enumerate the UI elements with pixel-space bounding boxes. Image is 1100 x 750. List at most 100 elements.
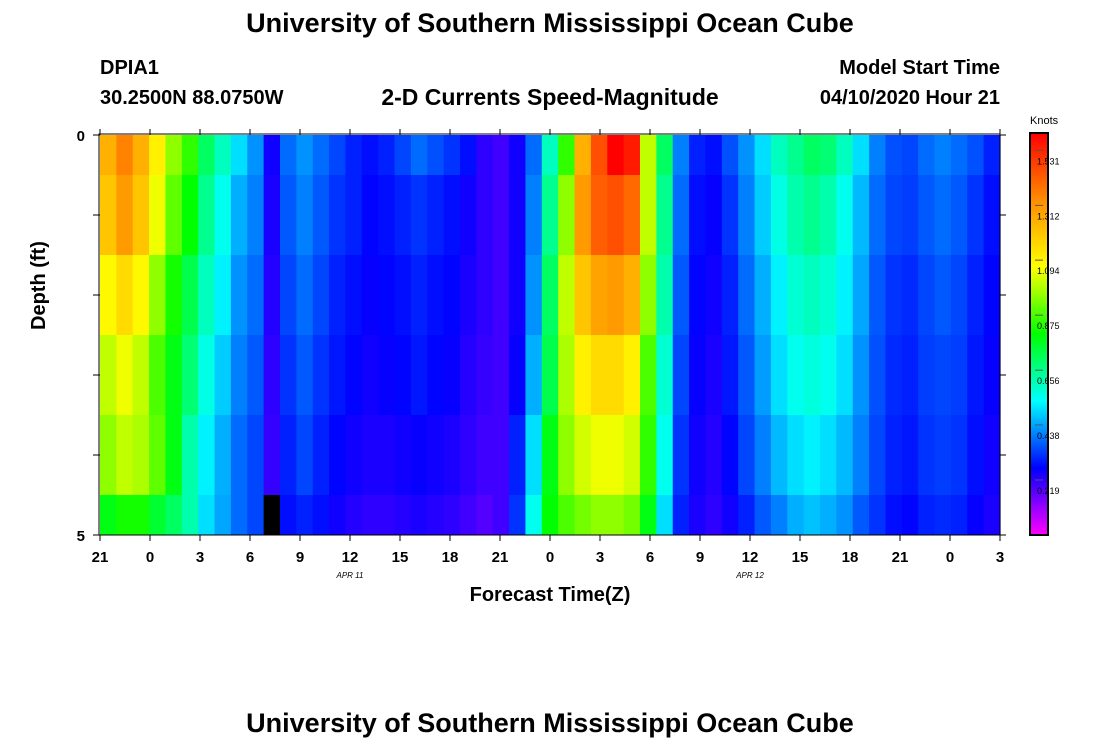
x-tick-label: 15 — [392, 549, 409, 566]
heatmap-cell — [640, 135, 657, 175]
colorbar-tick-label: 0.219 — [1037, 486, 1060, 496]
heatmap-cell — [885, 175, 903, 255]
heatmap-cell — [509, 415, 527, 495]
heatmap-cell — [934, 255, 952, 335]
heatmap-cell — [787, 135, 805, 175]
heatmap-cell — [689, 335, 707, 415]
heatmap-cell — [918, 495, 936, 535]
heatmap-cell — [165, 255, 183, 335]
heatmap-cell — [296, 495, 314, 535]
x-tick-label: 9 — [296, 549, 304, 566]
heatmap-cell — [247, 335, 265, 415]
heatmap-cell — [836, 255, 854, 335]
heatmap-cell — [689, 415, 707, 495]
heatmap-cell — [689, 175, 707, 255]
heatmap-cell — [541, 415, 559, 495]
heatmap-cell — [230, 135, 248, 175]
heatmap-cell — [410, 175, 428, 255]
heatmap-cell — [361, 495, 379, 535]
heatmap-cell — [427, 415, 445, 495]
heatmap-cell — [476, 335, 494, 415]
heatmap-cell — [296, 135, 314, 175]
heatmap-cell — [525, 495, 543, 535]
heatmap-cell — [460, 135, 477, 175]
heatmap-cell — [509, 135, 527, 175]
heatmap-cell — [100, 415, 117, 495]
x-tick-label: 3 — [196, 549, 204, 566]
model-start-value: 04/10/2020 Hour 21 — [819, 87, 1000, 109]
heatmap-cell — [132, 335, 150, 415]
heatmap-cell — [165, 415, 183, 495]
heatmap-cell — [869, 415, 887, 495]
heatmap-cell — [214, 175, 232, 255]
heatmap-cell — [378, 495, 396, 535]
x-tick-label: 9 — [696, 549, 704, 566]
heatmap-cell — [132, 175, 150, 255]
heatmap-cell — [181, 135, 199, 175]
heatmap-cell — [590, 415, 608, 495]
heatmap-cell — [361, 175, 379, 255]
heatmap-cell — [934, 335, 952, 415]
y-axis: 05 — [77, 128, 1006, 545]
heatmap-cell — [836, 335, 854, 415]
heatmap-cell — [460, 255, 477, 335]
heatmap-cell — [296, 255, 314, 335]
heatmap-cell — [165, 495, 183, 535]
heatmap-cell — [852, 415, 870, 495]
heatmap-cell — [312, 135, 330, 175]
heatmap-cell — [558, 415, 576, 495]
heatmap-cell — [410, 255, 428, 335]
heatmap-cell — [901, 255, 919, 335]
heatmap-cell — [525, 415, 543, 495]
colorbar-tick-label: 1.312 — [1037, 211, 1060, 221]
heatmap-cell — [476, 495, 494, 535]
heatmap-cell — [852, 495, 870, 535]
heatmap-cell — [918, 335, 936, 415]
heatmap-cell — [787, 415, 805, 495]
heatmap-cell — [721, 175, 739, 255]
heatmap-cell — [312, 175, 330, 255]
heatmap-cell — [460, 415, 477, 495]
heatmap-cell — [623, 415, 641, 495]
heatmap-cell — [721, 415, 739, 495]
heatmap-cell — [672, 415, 690, 495]
heatmap-cell — [541, 255, 559, 335]
heatmap-cell — [116, 175, 134, 255]
heatmap-cell — [198, 255, 216, 335]
heatmap-cell — [378, 255, 396, 335]
x-tick-label: 0 — [546, 549, 554, 566]
heatmap-cell — [623, 495, 641, 535]
heatmap-cell — [280, 335, 297, 415]
heatmap-cell — [738, 135, 756, 175]
heatmap-cell — [672, 495, 690, 535]
heatmap-cell — [574, 135, 592, 175]
heatmap-cell — [329, 415, 347, 495]
heatmap-cell — [967, 175, 985, 255]
heatmap-cell — [607, 415, 625, 495]
heatmap-cell — [967, 495, 985, 535]
heatmap-cell — [607, 335, 625, 415]
heatmap-cell — [770, 255, 788, 335]
heatmap-cell — [443, 335, 461, 415]
heatmap-cell — [149, 255, 167, 335]
x-tick-label: 18 — [442, 549, 459, 566]
heatmap-cell — [492, 495, 510, 535]
heatmap-cell — [149, 415, 167, 495]
heatmap-cell — [214, 335, 232, 415]
heatmap-cell — [705, 255, 723, 335]
heatmap-cell — [574, 415, 592, 495]
heatmap-cell — [263, 335, 281, 415]
heatmap-cell — [181, 495, 199, 535]
heatmap-cell — [918, 255, 936, 335]
heatmap-cell — [934, 495, 952, 535]
heatmap-cell — [820, 495, 837, 535]
heatmap-cell — [509, 335, 527, 415]
heatmap-cell — [329, 255, 347, 335]
heatmap-cell — [901, 335, 919, 415]
heatmap-cell — [329, 495, 347, 535]
colorbar-unit: Knots — [1030, 115, 1059, 127]
heatmap-cell — [230, 495, 248, 535]
heatmap-cell — [198, 335, 216, 415]
heatmap-cell — [525, 255, 543, 335]
heatmap-cell — [885, 335, 903, 415]
